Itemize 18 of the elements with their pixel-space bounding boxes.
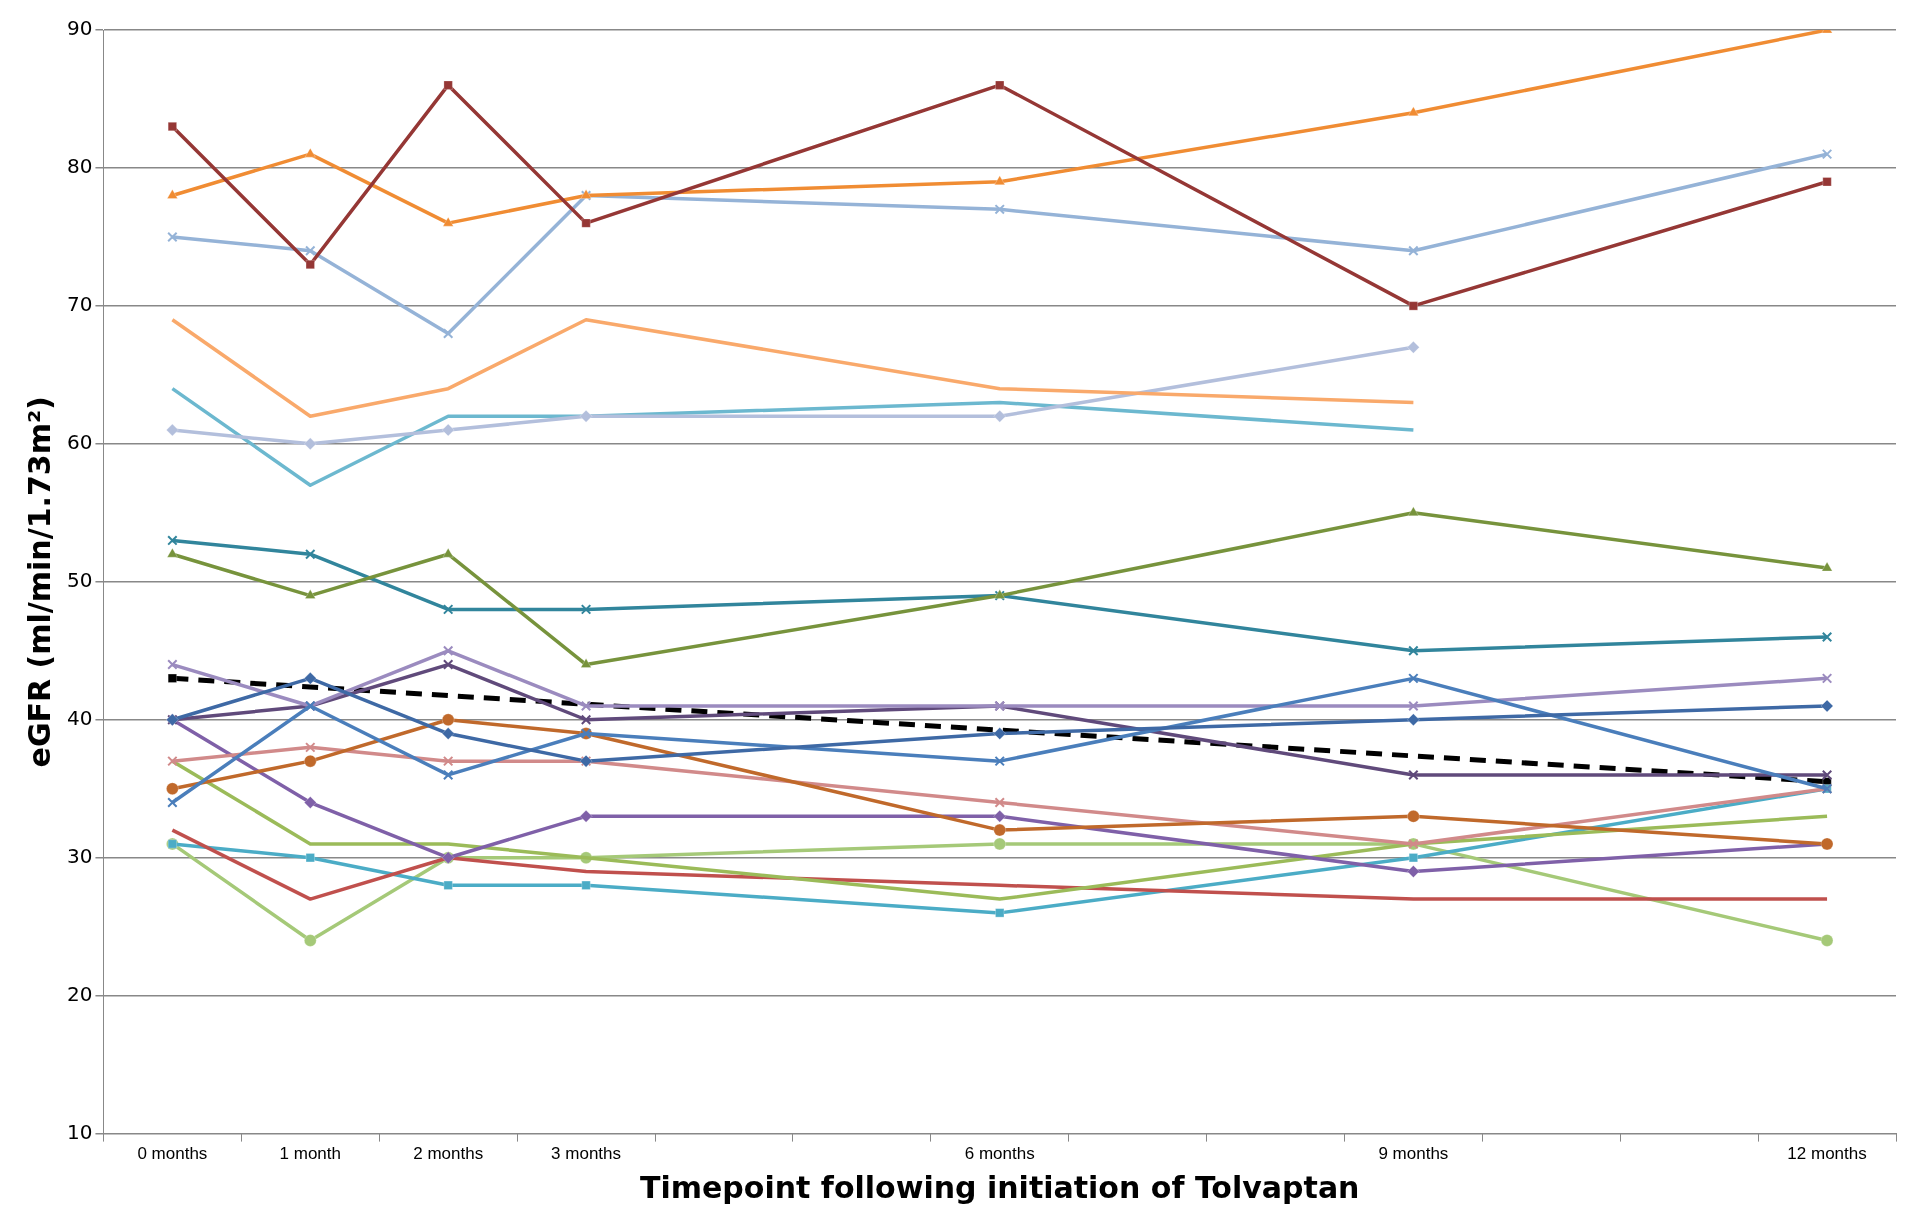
- y-tick-label: 70: [67, 292, 93, 317]
- y-tick-label: 50: [67, 568, 93, 592]
- y-tick-label: 30: [67, 843, 93, 868]
- y-tick-label: 10: [67, 1119, 93, 1144]
- y-tick-label: 40: [67, 705, 93, 730]
- y-tick-label: 20: [67, 981, 93, 1006]
- y-tick-label: 80: [67, 154, 93, 179]
- x-tick-label: 1 month: [279, 1144, 341, 1164]
- x-tick-label: 6 months: [964, 1144, 1035, 1164]
- x-tick-label: 2 months: [413, 1144, 484, 1164]
- x-tick-label: 12 months: [1787, 1144, 1867, 1164]
- x-tick-label: 3 months: [551, 1144, 622, 1164]
- x-tick-label: 0 months: [137, 1144, 208, 1164]
- x-axis-title: Timepoint following initiation of Tolvaptan: [639, 1169, 1360, 1205]
- y-axis-title: eGFR (ml/min/1.73m²): [21, 396, 57, 768]
- y-tick-label: 60: [67, 430, 93, 455]
- y-tick-label: 90: [67, 16, 93, 41]
- x-tick-label: 9 months: [1378, 1144, 1449, 1164]
